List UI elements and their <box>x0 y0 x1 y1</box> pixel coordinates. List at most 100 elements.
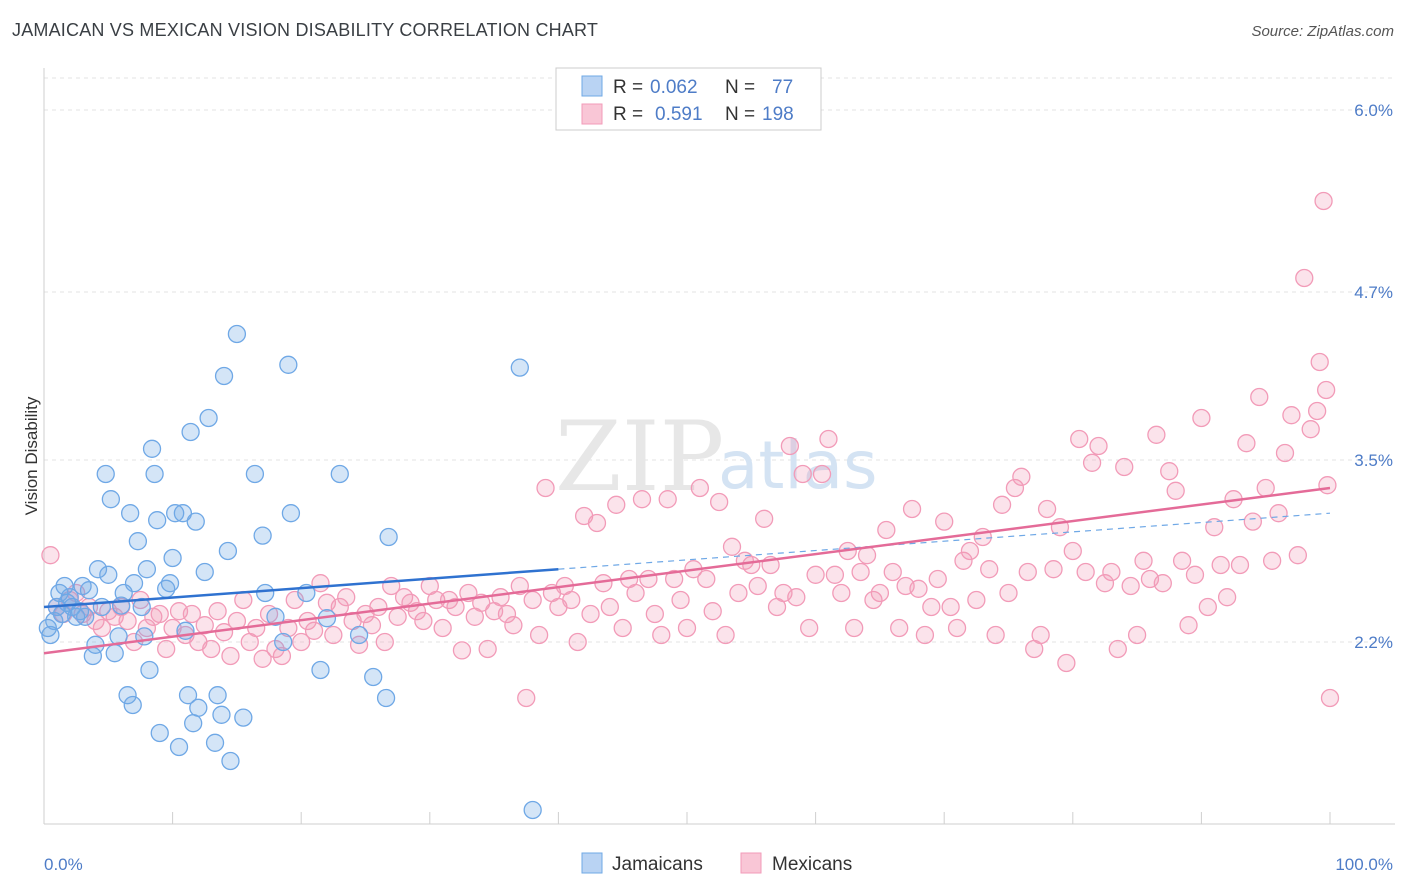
mexican-point-38 <box>285 590 304 610</box>
jamaican-point-11 <box>70 602 90 621</box>
mexican-point-155 <box>1037 499 1057 519</box>
mexican-point-132 <box>890 618 909 638</box>
mexican-point-183 <box>1217 588 1237 607</box>
mexican-point-91 <box>626 583 645 603</box>
watermark-zip: ZIP <box>555 401 724 513</box>
mexican-point-134 <box>902 499 922 519</box>
jamaican-point-0 <box>38 618 58 638</box>
jamaican-point-38 <box>150 723 169 743</box>
mexican-point-136 <box>915 625 935 645</box>
x-tick-label-0: 0.0% <box>44 855 83 874</box>
mexican-point-117 <box>793 464 812 484</box>
jamaican-point-20 <box>99 565 118 584</box>
jamaican-point-51 <box>195 562 214 582</box>
jamaican-point-56 <box>214 366 234 386</box>
mexican-point-37 <box>279 618 298 638</box>
mexican-point-146 <box>980 560 999 579</box>
mexican-point-144 <box>967 590 986 610</box>
mexican-point-151 <box>1012 467 1031 486</box>
mexican-point-44 <box>324 625 343 645</box>
jamaican-point-13 <box>76 607 95 626</box>
mexican-point-17 <box>150 604 169 624</box>
mexican-point-129 <box>870 583 890 603</box>
trend-lines <box>43 486 1331 655</box>
mexican-point-75 <box>523 590 542 610</box>
mexican-point-71 <box>497 604 517 624</box>
jamaican-point-62 <box>253 526 272 545</box>
mexican-point-94 <box>645 604 664 624</box>
mexican-point-98 <box>671 590 690 610</box>
mexican-point-131 <box>883 562 902 582</box>
y-axis-title: Vision Disability <box>22 396 41 515</box>
mexican-point-143 <box>960 541 980 561</box>
x-tick-labels: 0.0% 100.0% <box>44 855 1393 874</box>
jamaican-point-52 <box>199 408 218 428</box>
jamaican-point-18 <box>92 597 112 617</box>
mexican-point-187 <box>1243 512 1262 531</box>
mexican-point-111 <box>755 509 774 528</box>
mexican-point-123 <box>832 583 851 603</box>
mexican-point-181 <box>1205 518 1224 537</box>
mexican-point-118 <box>800 618 819 638</box>
mexican-point-139 <box>935 512 954 531</box>
mexican-point-159 <box>1063 541 1082 561</box>
legend-n-value-2: 198 <box>762 104 794 125</box>
mexican-point-35 <box>266 639 285 659</box>
mexican-point-72 <box>504 616 523 635</box>
mexican-point-174 <box>1160 462 1179 481</box>
jamaican-point-27 <box>121 504 140 523</box>
mexican-point-165 <box>1102 562 1121 582</box>
mexican-point-195 <box>1295 268 1314 288</box>
mexican-point-180 <box>1198 597 1217 617</box>
mexican-point-175 <box>1166 481 1185 500</box>
jamaican-point-30 <box>128 532 148 551</box>
jamaican-point-17 <box>88 560 108 579</box>
jamaican-point-59 <box>227 324 247 344</box>
legend-r-value-2: 0.591 <box>655 104 703 125</box>
mexican-point-148 <box>992 495 1012 514</box>
jamaican-point-55 <box>212 705 231 724</box>
source-credit: Source: ZipAtlas.com <box>1251 23 1394 40</box>
jamaican-point-67 <box>281 504 301 523</box>
mexican-point-105 <box>716 625 735 645</box>
mexican-point-173 <box>1153 574 1172 593</box>
legend-swatch-mexicans <box>581 103 603 125</box>
grid-lines <box>44 77 1395 643</box>
mexican-point-63 <box>446 597 465 617</box>
mexican-point-77 <box>536 478 555 498</box>
bottom-legend-swatch-jamaicans <box>581 852 603 874</box>
jamaican-point-60 <box>234 708 253 727</box>
watermark: ZIP atlas <box>555 401 878 513</box>
jamaican-point-36 <box>145 464 164 484</box>
mexican-point-137 <box>922 597 941 617</box>
jamaican-point-22 <box>105 644 124 663</box>
mexican-point-8 <box>92 618 112 638</box>
mexican-point-149 <box>999 583 1018 603</box>
jamaican-point-58 <box>221 751 240 771</box>
mexican-point-199 <box>1314 191 1333 211</box>
mexican-point-158 <box>1057 653 1076 673</box>
legend-r-label-1: R = <box>613 77 643 98</box>
jamaican-point-76 <box>510 358 529 377</box>
bottom-legend-swatch-mexicans <box>740 852 762 874</box>
mexican-point-0 <box>41 546 60 565</box>
jamaican-point-23 <box>109 627 128 646</box>
mexican-point-194 <box>1288 546 1307 565</box>
mexican-point-135 <box>909 579 928 598</box>
mexican-point-68 <box>478 639 497 659</box>
mexican-point-102 <box>697 569 716 589</box>
mexican-point-196 <box>1301 420 1320 439</box>
jamaican-point-61 <box>245 464 265 484</box>
mexican-point-164 <box>1095 574 1115 593</box>
jamaican-point-41 <box>163 548 182 568</box>
mexican-point-92 <box>632 490 652 509</box>
mexican-point-169 <box>1127 625 1147 645</box>
jamaican-point-40 <box>160 574 180 593</box>
y-tick-label-1: 3.5% <box>1354 451 1393 470</box>
mexican-point-191 <box>1269 504 1288 523</box>
jamaican-point-2 <box>45 611 64 631</box>
mexican-point-33 <box>253 649 272 668</box>
legend-swatch-jamaicans <box>581 75 603 97</box>
mexican-point-61 <box>433 618 452 638</box>
